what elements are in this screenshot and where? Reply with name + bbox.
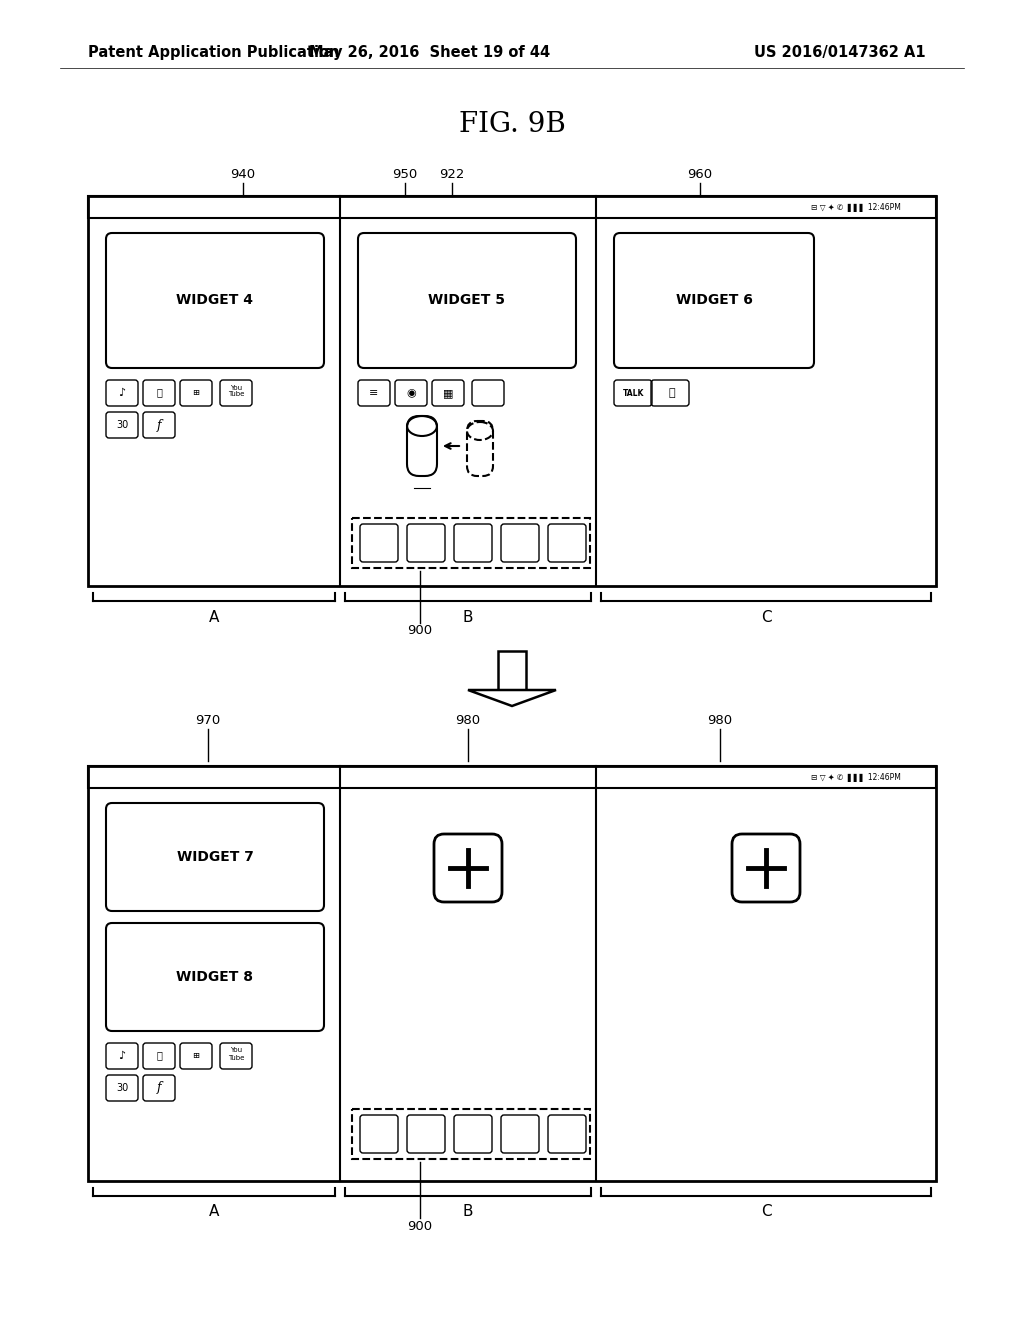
Text: f: f — [157, 418, 162, 432]
Text: FIG. 9B: FIG. 9B — [459, 111, 565, 139]
Text: ⊟ ▽ ✦ ✆  ▌▌▌ 12:46PM: ⊟ ▽ ✦ ✆ ▌▌▌ 12:46PM — [811, 772, 901, 781]
Text: ♪: ♪ — [119, 1051, 126, 1061]
Text: WIDGET 7: WIDGET 7 — [176, 850, 253, 865]
Text: f: f — [157, 1081, 162, 1094]
Text: 960: 960 — [687, 169, 713, 181]
Text: ▦: ▦ — [442, 388, 454, 399]
Text: B: B — [463, 1204, 473, 1220]
Text: May 26, 2016  Sheet 19 of 44: May 26, 2016 Sheet 19 of 44 — [309, 45, 551, 59]
Text: 922: 922 — [439, 169, 465, 181]
Bar — [352, 517, 590, 568]
Text: 950: 950 — [392, 169, 418, 181]
Text: Patent Application Publication: Patent Application Publication — [88, 45, 340, 59]
Text: C: C — [761, 610, 771, 624]
Text: US 2016/0147362 A1: US 2016/0147362 A1 — [755, 45, 926, 59]
Text: 980: 980 — [456, 714, 480, 727]
Text: C: C — [761, 1204, 771, 1220]
Polygon shape — [468, 690, 556, 706]
Text: 30: 30 — [116, 420, 128, 430]
Bar — [88, 195, 936, 218]
Text: ⊞: ⊞ — [193, 389, 200, 397]
Text: ☎: ☎ — [156, 1052, 162, 1060]
Text: TALK: TALK — [624, 388, 645, 397]
Text: 940: 940 — [230, 169, 256, 181]
Text: ☎: ☎ — [156, 388, 162, 397]
Text: 980: 980 — [708, 714, 732, 727]
Text: ◉: ◉ — [407, 388, 416, 399]
Bar — [88, 195, 936, 586]
Text: WIDGET 6: WIDGET 6 — [676, 293, 753, 308]
Text: WIDGET 8: WIDGET 8 — [176, 970, 254, 983]
Text: WIDGET 5: WIDGET 5 — [428, 293, 506, 308]
Bar — [498, 651, 526, 690]
Text: ⊟ ▽ ✦ ✆  ▌▌▌ 12:46PM: ⊟ ▽ ✦ ✆ ▌▌▌ 12:46PM — [811, 202, 901, 211]
Text: B: B — [463, 610, 473, 624]
Bar — [88, 766, 936, 788]
Text: ≡: ≡ — [370, 388, 379, 399]
Text: ♪: ♪ — [119, 388, 126, 399]
Bar — [352, 1109, 590, 1159]
Text: 30: 30 — [116, 1082, 128, 1093]
Text: ⚙: ⚙ — [669, 388, 675, 399]
Text: WIDGET 4: WIDGET 4 — [176, 293, 254, 308]
Text: You
Tube: You Tube — [227, 1048, 244, 1060]
Text: A: A — [209, 610, 219, 624]
Text: 900: 900 — [408, 1220, 432, 1233]
Text: You
Tube: You Tube — [227, 384, 244, 397]
Bar — [88, 766, 936, 1181]
Text: A: A — [209, 1204, 219, 1220]
Text: 970: 970 — [196, 714, 220, 727]
Text: 900: 900 — [408, 624, 432, 638]
Text: ⊞: ⊞ — [193, 1052, 200, 1060]
